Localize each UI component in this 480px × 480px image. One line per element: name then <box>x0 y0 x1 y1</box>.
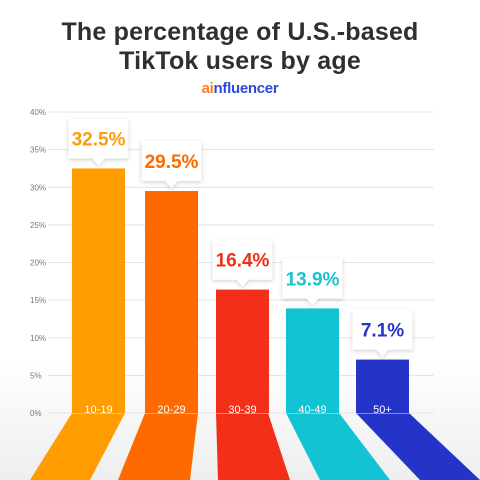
title-line-1: The percentage of U.S.-based <box>61 18 419 46</box>
value-label: 13.9% <box>286 269 340 290</box>
callout-box <box>212 239 273 287</box>
value-callout <box>352 309 413 357</box>
y-tick-label: 0% <box>30 409 42 418</box>
y-tick-label: 5% <box>30 371 42 380</box>
floor-streaks <box>30 413 480 480</box>
category-label: 10-19 <box>84 404 112 416</box>
y-tick-label: 20% <box>30 259 46 268</box>
brand-logo-part-ai: ai <box>201 80 214 97</box>
category-label: 40-49 <box>298 404 326 416</box>
y-tick-label: 40% <box>30 108 46 117</box>
value-label: 7.1% <box>361 321 404 342</box>
floor-streak <box>286 413 390 480</box>
brand-logo: ainfluencer <box>0 80 480 97</box>
y-tick-label: 35% <box>30 146 46 155</box>
value-callout <box>282 258 343 306</box>
category-label: 50+ <box>373 404 392 416</box>
callout-box <box>282 258 343 306</box>
title-line-2: TikTok users by age <box>119 47 361 75</box>
category-label: 30-39 <box>228 404 256 416</box>
bars: 10-19 20-29 30-39 40-49 50+ <box>72 168 409 416</box>
callout-box <box>141 141 202 189</box>
floor-streak <box>118 413 198 480</box>
value-callout <box>68 118 129 166</box>
floor-streak <box>30 413 125 480</box>
y-tick-label: 10% <box>30 334 46 343</box>
bar <box>216 289 269 413</box>
floor-streak <box>356 413 480 480</box>
bar <box>145 191 198 413</box>
bar <box>72 168 125 413</box>
y-tick-label: 25% <box>30 221 46 230</box>
bar <box>356 359 409 413</box>
value-label: 16.4% <box>216 251 270 272</box>
bar <box>286 308 339 413</box>
y-axis: 0% 5% 10% 15% 20% 25% 30% 35% 40% <box>30 108 46 418</box>
value-label: 32.5% <box>72 129 126 150</box>
value-callouts: 32.5% 29.5% 16.4% 13.9% 7.1% <box>68 118 413 357</box>
floor-streak <box>216 413 290 480</box>
callout-box <box>68 118 129 166</box>
value-label: 29.5% <box>145 152 199 173</box>
category-label: 20-29 <box>157 404 185 416</box>
brand-logo-part-rest: nfluencer <box>213 80 279 97</box>
value-callout <box>212 239 273 287</box>
callout-box <box>352 309 413 357</box>
chart-title: The percentage of U.S.-based TikTok user… <box>0 18 480 76</box>
y-tick-label: 30% <box>30 183 46 192</box>
value-callout <box>141 141 202 189</box>
y-tick-label: 15% <box>30 296 46 305</box>
